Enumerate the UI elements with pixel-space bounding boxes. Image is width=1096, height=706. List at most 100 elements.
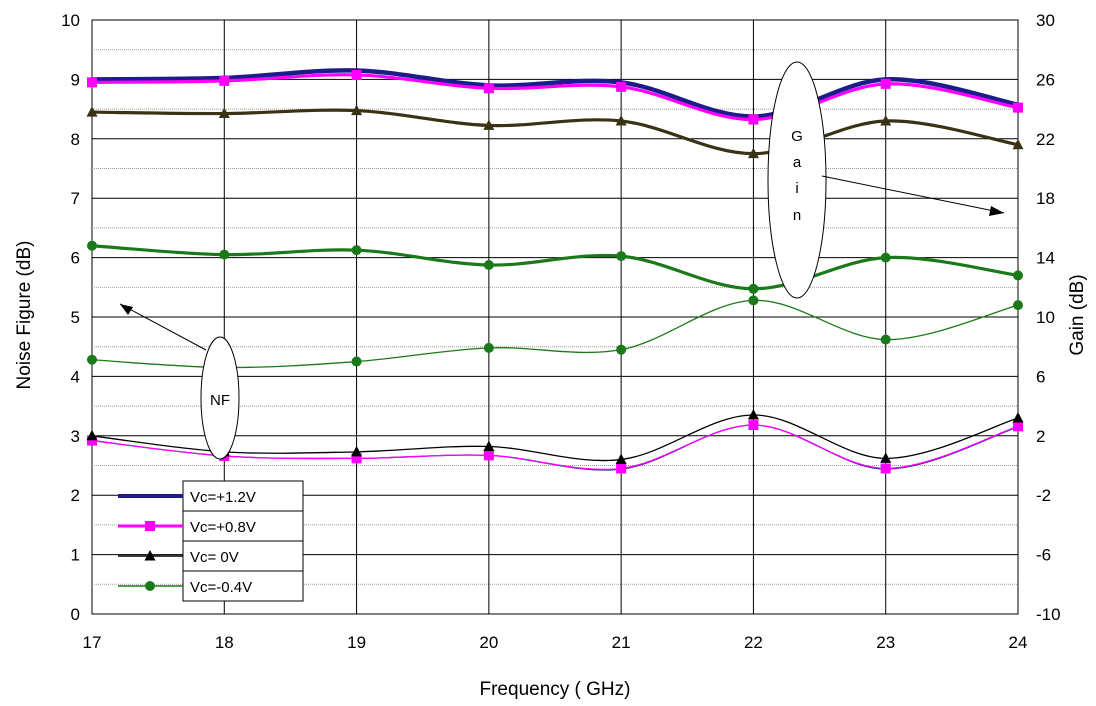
legend-label-1: Vc=+1.2V [190, 489, 256, 506]
gain-arrowhead [989, 206, 1004, 216]
y-tick-label: 2 [71, 486, 80, 505]
y-tick-label: 5 [71, 308, 80, 327]
data-point-gain-4-22 [748, 283, 759, 294]
gain-letter-n: n [793, 207, 801, 224]
y2-tick-label: 2 [1036, 427, 1045, 446]
data-point-nf-3-21 [615, 453, 627, 465]
legend-sample-marker-2 [145, 521, 155, 531]
data-point-gain-4-23 [880, 252, 891, 263]
data-point-nf-4-19 [351, 356, 362, 367]
data-point-gain-3-19 [351, 104, 363, 116]
legend-label-2: Vc=+0.8V [190, 519, 256, 536]
y2-tick-label: -2 [1036, 486, 1051, 505]
x-tick-label: 19 [347, 633, 366, 652]
data-point-gain-4-19 [351, 245, 362, 256]
gain-ellipse [767, 61, 827, 299]
series-gain-3 [86, 104, 1024, 159]
data-point-nf-2-17 [87, 435, 97, 446]
x-tick-label: 17 [83, 633, 102, 652]
data-point-gain-4-24 [1013, 270, 1023, 281]
data-point-gain-2-22 [748, 114, 759, 125]
plot-series [86, 68, 1024, 474]
data-point-gain-4-18 [219, 249, 230, 260]
data-point-gain-3-24 [1012, 138, 1024, 150]
data-point-gain-3-22 [747, 147, 759, 159]
data-point-nf-4-17 [87, 354, 97, 365]
data-point-gain-3-20 [483, 119, 495, 130]
data-point-gain-2-24 [1013, 102, 1023, 113]
data-point-gain-4-20 [483, 260, 494, 271]
y2-tick-label: 30 [1036, 11, 1055, 30]
gain-letter-i: i [795, 180, 798, 197]
data-point-gain-3-18 [218, 107, 230, 119]
data-point-nf-2-19 [351, 453, 362, 464]
nf-annotation: NF [119, 303, 240, 460]
x-tick-label: 24 [1009, 633, 1028, 652]
series-gain-4 [87, 240, 1023, 294]
legend-label-4: Vc=-0.4V [190, 579, 252, 596]
data-point-gain-3-17 [86, 106, 98, 117]
data-point-nf-4-22 [748, 295, 759, 306]
y2-tick-label: 22 [1036, 130, 1055, 149]
series-line-gain-1 [91, 68, 1019, 119]
y2-tick-label: 6 [1036, 367, 1045, 386]
gain-letter-g: G [791, 128, 803, 145]
y2-tick-label: 14 [1036, 249, 1055, 268]
data-point-gain-2-23 [880, 78, 891, 89]
data-point-nf-3-19 [351, 445, 363, 457]
data-point-nf-2-23 [880, 463, 891, 474]
legend-label-3: Vc= 0V [190, 549, 239, 566]
data-point-nf-4-23 [880, 334, 891, 345]
data-point-nf-3-24 [1012, 411, 1024, 423]
series-line-nf-2 [91, 424, 1019, 471]
y2-tick-label: 18 [1036, 189, 1055, 208]
series-line-nf-3 [91, 414, 1019, 462]
nf-arrowhead [120, 304, 133, 315]
y-tick-label: 9 [71, 70, 80, 89]
data-point-nf-3-22 [747, 409, 759, 420]
data-point-nf-4-21 [616, 344, 627, 355]
data-point-nf-4-20 [483, 342, 494, 353]
legend: Vc=+1.2V Vc=+0.8V Vc= 0V Vc=-0.4V [118, 480, 304, 602]
y2-axis-title: Gain (dB) [1067, 274, 1088, 355]
y2-tick-label: 26 [1036, 70, 1055, 89]
legend-sample-marker-4 [145, 581, 155, 591]
series-gain-1 [91, 68, 1019, 119]
legend-samples [118, 494, 183, 591]
data-point-nf-2-21 [616, 463, 627, 474]
data-point-gain-2-21 [616, 81, 627, 92]
x-tick-label: 18 [215, 633, 234, 652]
data-point-nf-2-24 [1013, 421, 1023, 432]
data-point-nf-4-24 [1013, 300, 1023, 311]
data-point-nf-2-20 [483, 450, 494, 461]
nf-ellipse [200, 336, 240, 460]
series-nf-2 [87, 420, 1023, 474]
x-tick-label: 23 [876, 633, 895, 652]
data-point-nf-2-22 [748, 420, 759, 431]
data-point-gain-3-21 [615, 114, 627, 126]
data-point-nf-3-23 [880, 452, 892, 463]
series-line-gain-2 [91, 73, 1019, 122]
series-line-nf-4 [91, 299, 1019, 369]
x-tick-label: 20 [479, 633, 498, 652]
x-tick-label: 21 [612, 633, 631, 652]
data-point-gain-2-20 [483, 83, 494, 94]
data-point-gain-2-19 [351, 69, 362, 80]
series-line-gain-3 [91, 108, 1019, 156]
y2-tick-label: 10 [1036, 308, 1055, 327]
data-point-nf-3-17 [86, 429, 98, 441]
legend-sample-marker-3 [144, 550, 156, 561]
y-tick-label: 7 [71, 189, 80, 208]
y-tick-label: 10 [61, 11, 80, 30]
nf-arrow [119, 303, 207, 351]
y-tick-label: 3 [71, 427, 80, 446]
y-axis-title: Noise Figure (dB) [14, 241, 35, 390]
gain-annotation: G a i n [767, 61, 1005, 299]
x-tick-label: 22 [744, 633, 763, 652]
legend-box-1 [182, 480, 304, 512]
data-point-gain-2-18 [219, 75, 230, 86]
gain-letter-a: a [793, 154, 802, 171]
x-axis-title: Frequency ( GHz) [480, 679, 631, 700]
legend-box-3 [182, 540, 304, 572]
